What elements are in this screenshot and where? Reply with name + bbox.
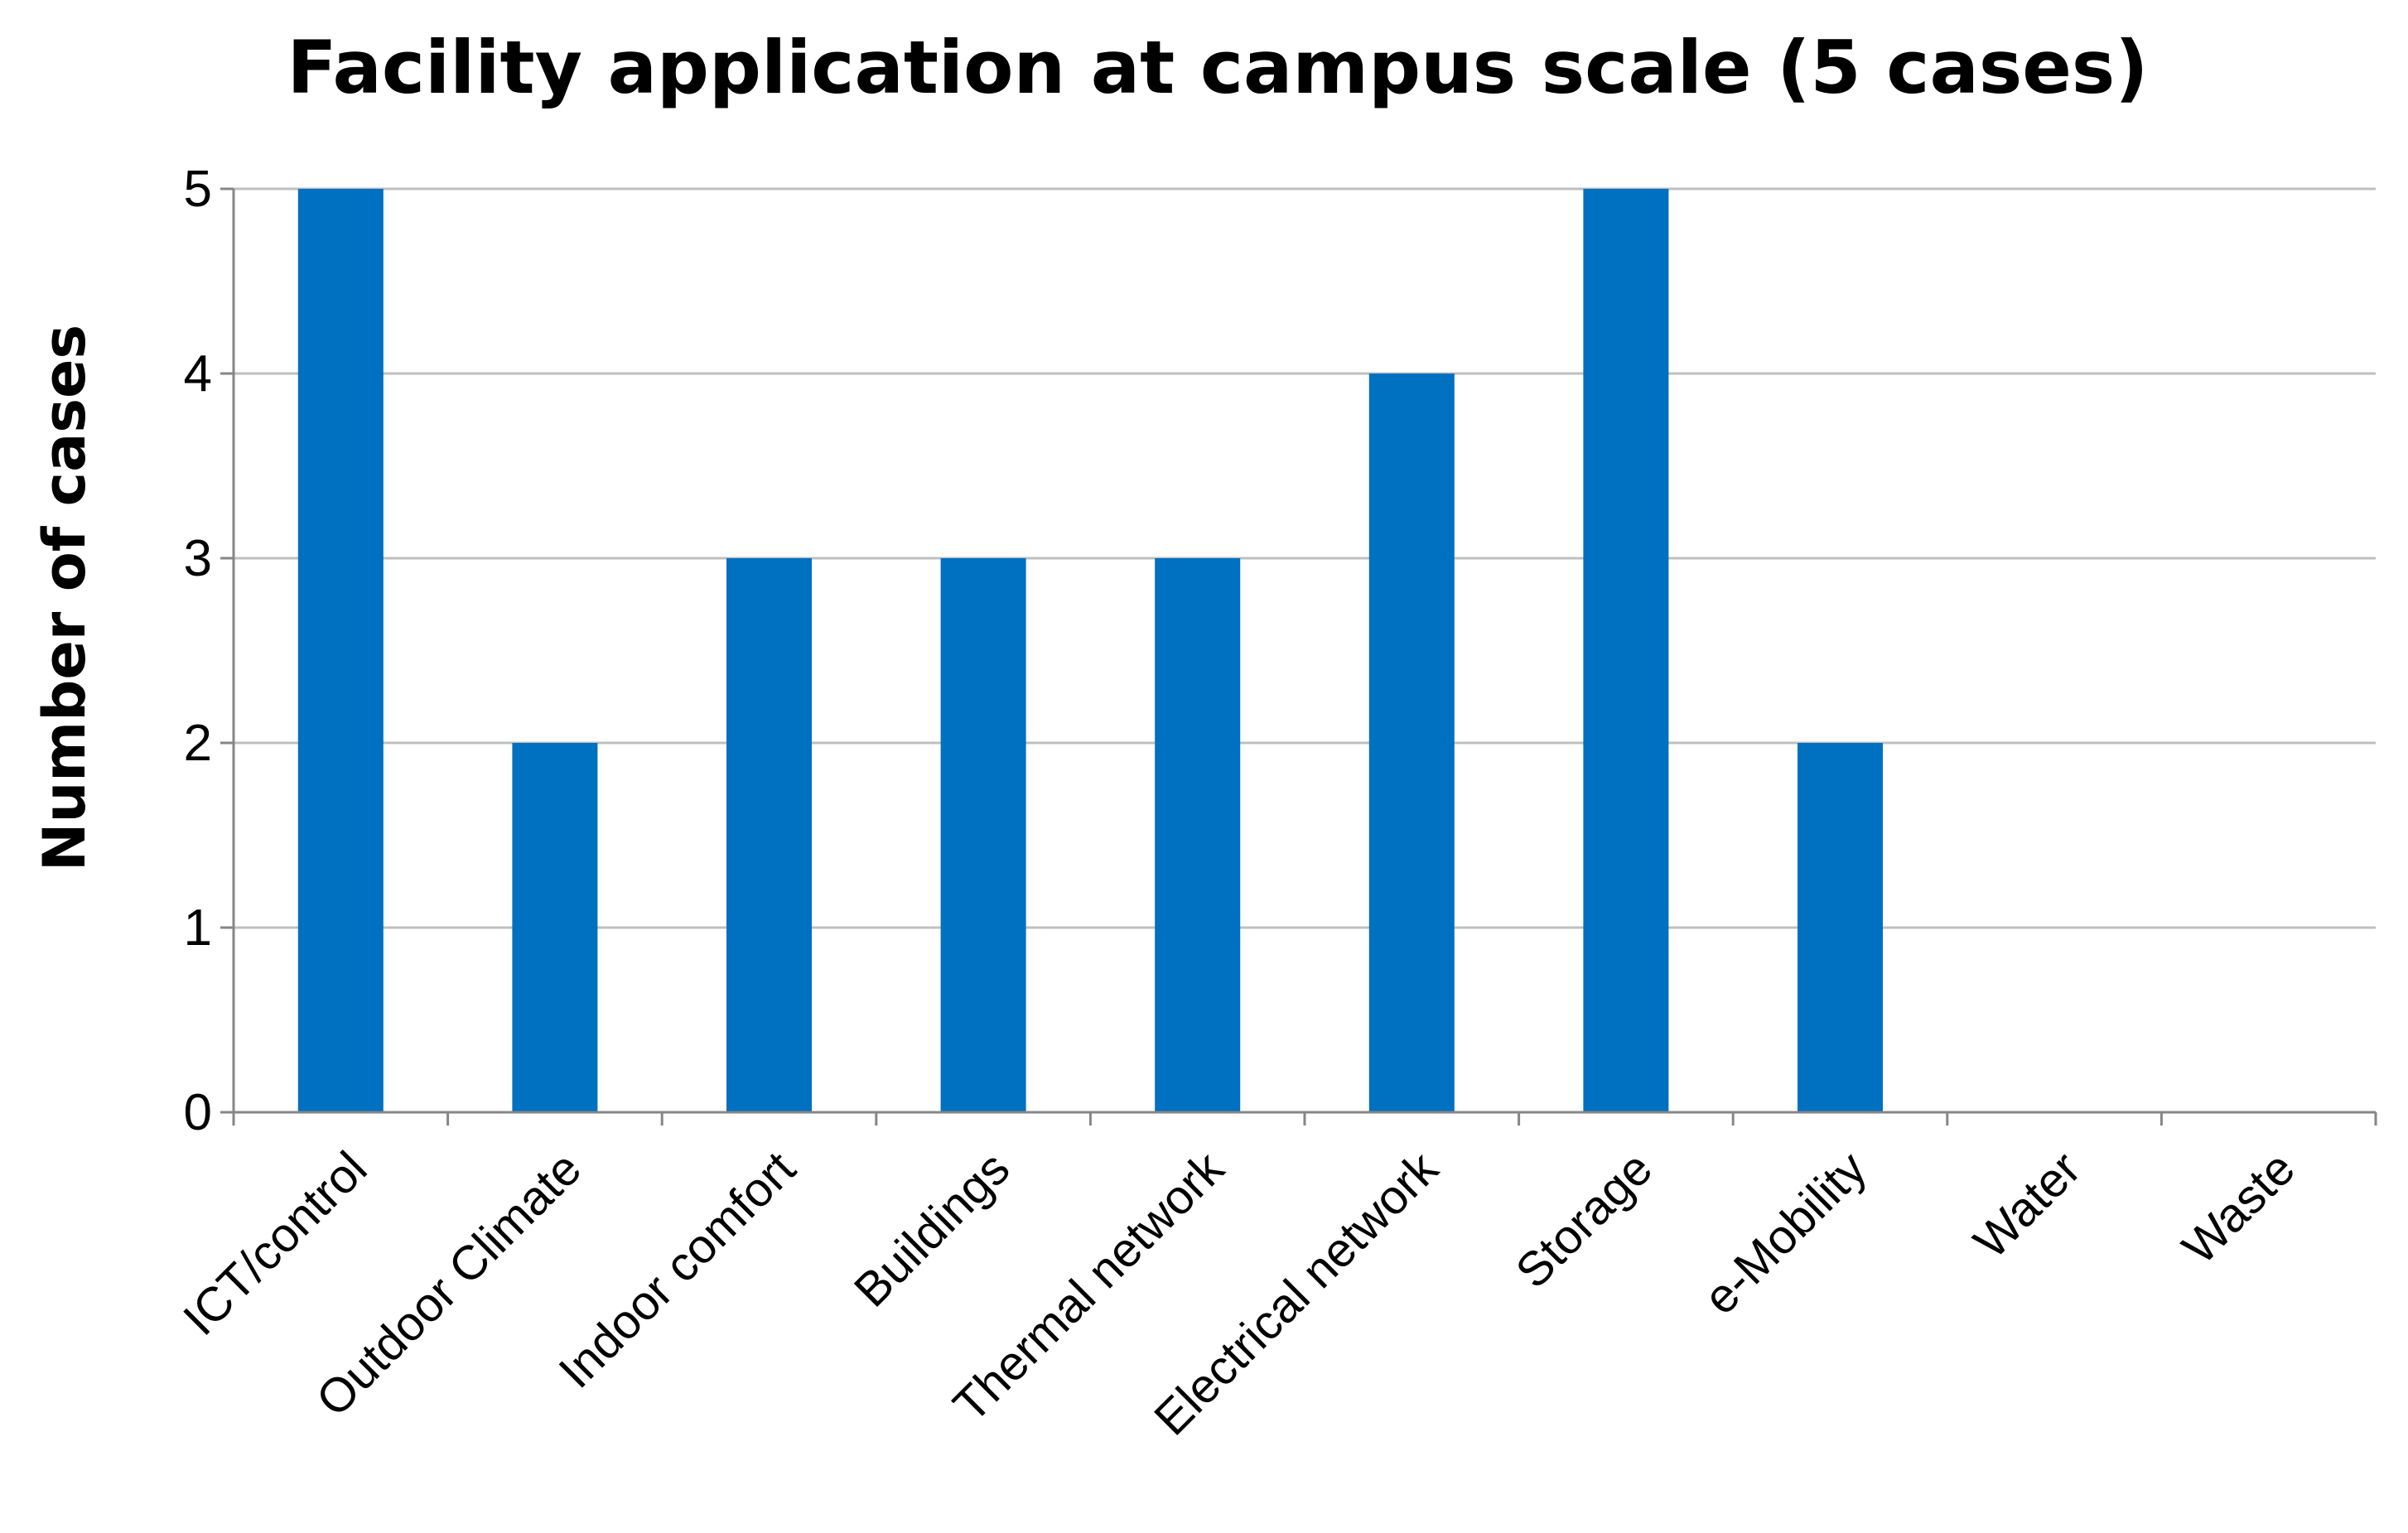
bar bbox=[297, 189, 384, 1112]
bar bbox=[940, 558, 1026, 1112]
bar bbox=[1368, 374, 1455, 1112]
y-tick-label: 5 bbox=[184, 161, 212, 218]
y-tick-label: 2 bbox=[184, 715, 212, 772]
axes bbox=[220, 187, 2377, 1126]
y-tick-label: 1 bbox=[184, 899, 212, 957]
x-tick-label: ICT/control bbox=[173, 1141, 378, 1346]
x-tick-label: Buildings bbox=[844, 1141, 1020, 1317]
y-tick-labels: 0 1 2 3 4 5 bbox=[184, 161, 212, 1141]
y-tick-label: 0 bbox=[184, 1084, 212, 1141]
x-tick-label: Storage bbox=[1505, 1141, 1662, 1299]
bar bbox=[1155, 558, 1241, 1112]
x-tick-label: Water bbox=[1963, 1141, 2091, 1269]
bar bbox=[1798, 743, 1883, 1112]
y-tick-label: 3 bbox=[184, 530, 212, 587]
y-axis-label: Number of cases bbox=[31, 325, 99, 871]
bars bbox=[297, 189, 1883, 1112]
y-tick-label: 4 bbox=[184, 345, 212, 403]
bar bbox=[512, 743, 598, 1112]
x-tick-label: e-Mobility bbox=[1693, 1141, 1876, 1324]
chart-title: Facility application at campus scale (5 … bbox=[287, 25, 2149, 110]
bar bbox=[1583, 189, 1669, 1112]
bar bbox=[726, 558, 812, 1112]
x-tick-label: Waste bbox=[2172, 1141, 2305, 1275]
